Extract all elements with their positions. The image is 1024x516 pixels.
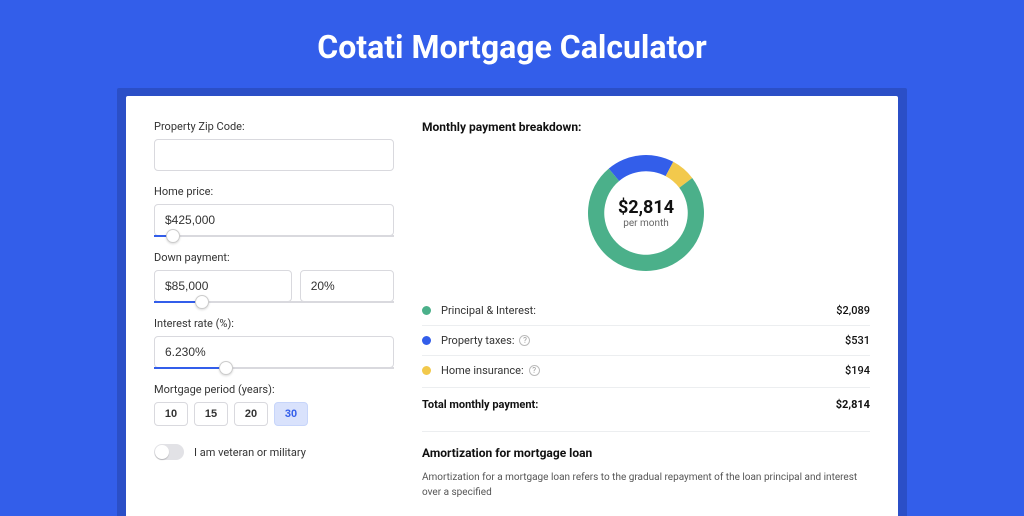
down-slider-thumb[interactable] [195, 295, 209, 309]
period-options: 10152030 [154, 402, 394, 426]
legend-row-home-insurance: Home insurance:?$194 [422, 356, 870, 385]
help-icon[interactable]: ? [529, 365, 540, 376]
down-amount-input[interactable] [154, 270, 292, 302]
price-slider-thumb[interactable] [166, 229, 180, 243]
legend-value: $531 [845, 334, 870, 347]
legend-dot [422, 366, 431, 375]
period-option-10[interactable]: 10 [154, 402, 188, 426]
total-row: Total monthly payment: $2,814 [422, 387, 870, 425]
down-percent-input[interactable] [300, 270, 394, 302]
breakdown-column: Monthly payment breakdown: $2,814 per mo… [422, 120, 870, 492]
rate-field-group: Interest rate (%): [154, 317, 394, 369]
legend: Principal & Interest:$2,089Property taxe… [422, 296, 870, 385]
price-field-group: Home price: [154, 185, 394, 237]
legend-label: Property taxes:? [441, 334, 845, 347]
legend-label: Principal & Interest: [441, 304, 836, 317]
amortization-section: Amortization for mortgage loan Amortizat… [422, 431, 870, 500]
zip-label: Property Zip Code: [154, 120, 394, 133]
period-field-group: Mortgage period (years): 10152030 [154, 383, 394, 426]
legend-dot [422, 306, 431, 315]
page-title: Cotati Mortgage Calculator [0, 0, 1024, 88]
price-slider[interactable] [154, 235, 394, 237]
price-input[interactable] [154, 204, 394, 236]
rate-input[interactable] [154, 336, 394, 368]
donut-sublabel: per month [623, 218, 669, 229]
veteran-toggle[interactable] [154, 444, 184, 460]
rate-label: Interest rate (%): [154, 317, 394, 330]
donut-center: $2,814 per month [581, 148, 711, 278]
veteran-toggle-knob [155, 445, 169, 459]
down-slider[interactable] [154, 301, 394, 303]
breakdown-title: Monthly payment breakdown: [422, 120, 870, 134]
down-label: Down payment: [154, 251, 394, 264]
zip-input[interactable] [154, 139, 394, 171]
zip-field-group: Property Zip Code: [154, 120, 394, 171]
price-label: Home price: [154, 185, 394, 198]
period-label: Mortgage period (years): [154, 383, 394, 396]
amortization-title: Amortization for mortgage loan [422, 446, 870, 460]
total-label: Total monthly payment: [422, 398, 836, 411]
legend-value: $2,089 [836, 304, 870, 317]
rate-slider[interactable] [154, 367, 394, 369]
calculator-card: Property Zip Code: Home price: Down paym… [126, 96, 898, 516]
legend-dot [422, 336, 431, 345]
down-field-group: Down payment: [154, 251, 394, 303]
period-option-30[interactable]: 30 [274, 402, 308, 426]
veteran-label: I am veteran or military [194, 446, 306, 459]
card-shadow: Property Zip Code: Home price: Down paym… [117, 88, 907, 516]
period-option-20[interactable]: 20 [234, 402, 268, 426]
legend-value: $194 [845, 364, 870, 377]
inputs-column: Property Zip Code: Home price: Down paym… [154, 120, 394, 492]
donut-chart: $2,814 per month [581, 148, 711, 278]
legend-row-property-taxes: Property taxes:?$531 [422, 326, 870, 356]
legend-row-principal-interest: Principal & Interest:$2,089 [422, 296, 870, 326]
help-icon[interactable]: ? [519, 335, 530, 346]
rate-slider-thumb[interactable] [219, 361, 233, 375]
veteran-row: I am veteran or military [154, 444, 394, 460]
amortization-body: Amortization for a mortgage loan refers … [422, 470, 870, 500]
donut-amount: $2,814 [618, 197, 674, 218]
legend-label: Home insurance:? [441, 364, 845, 377]
period-option-15[interactable]: 15 [194, 402, 228, 426]
total-value: $2,814 [836, 398, 870, 411]
donut-chart-wrap: $2,814 per month [422, 148, 870, 278]
